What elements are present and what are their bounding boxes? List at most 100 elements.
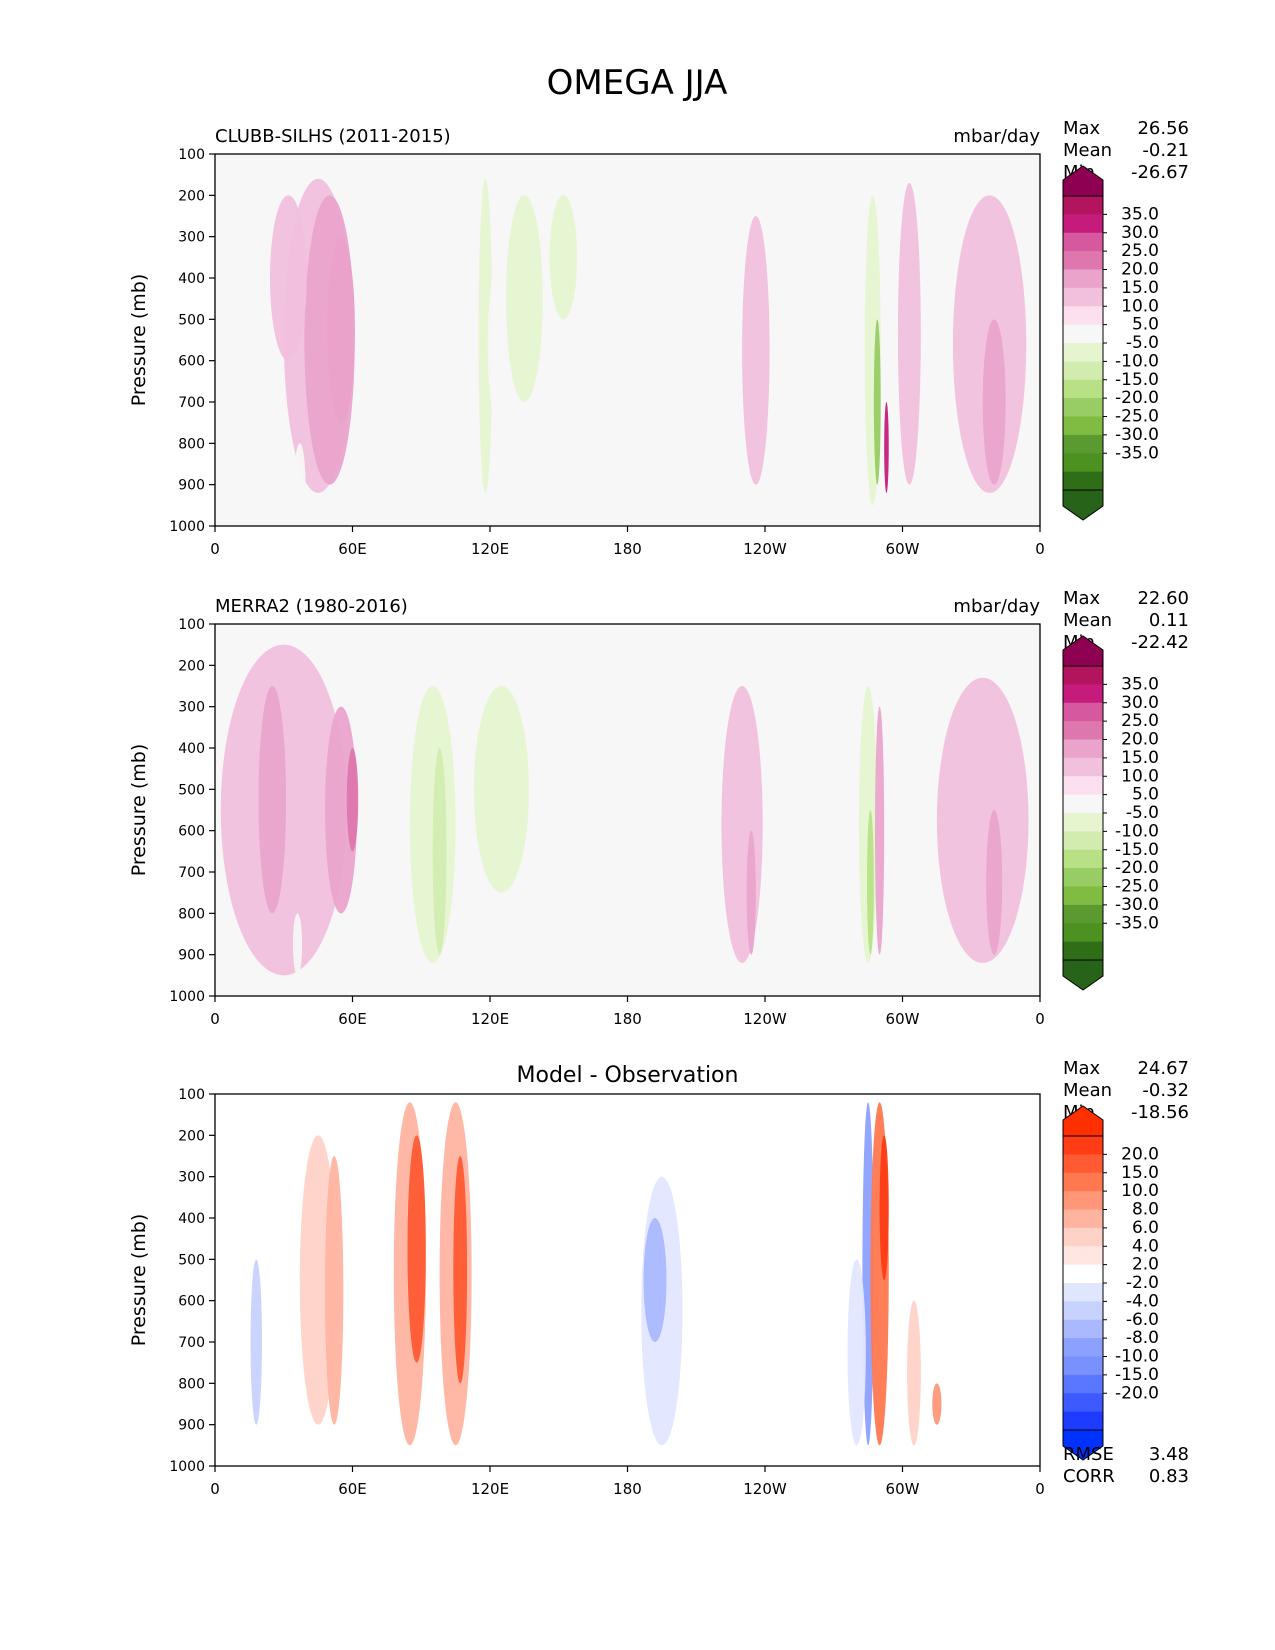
x-tick-label: 0 bbox=[1035, 1480, 1045, 1498]
colorbar-band bbox=[1063, 361, 1103, 381]
x-tick-label: 0 bbox=[1035, 1010, 1045, 1028]
field-feature bbox=[304, 195, 355, 485]
colorbar-band bbox=[1063, 196, 1103, 215]
x-axis: 0 60E 120E 180 120W 60W 0 bbox=[210, 1466, 1045, 1498]
colorbar-band bbox=[1063, 453, 1103, 473]
field-feature bbox=[986, 810, 1003, 955]
colorbar-band bbox=[1063, 471, 1103, 491]
y-tick-label: 600 bbox=[178, 354, 205, 370]
field-feature bbox=[866, 810, 874, 955]
metrics: RMSE 3.48 CORR 0.83 bbox=[1063, 1444, 1189, 1487]
stat-label: Max bbox=[1063, 588, 1101, 609]
field-feature bbox=[346, 748, 359, 852]
colorbar-band bbox=[1063, 794, 1103, 814]
y-tick-label: 300 bbox=[178, 230, 205, 246]
colorbar-label: 25.0 bbox=[1121, 241, 1159, 261]
colorbar-band bbox=[1063, 813, 1103, 832]
field-feature bbox=[258, 686, 287, 914]
stat-label: Max bbox=[1063, 1058, 1101, 1079]
field-feature bbox=[409, 686, 456, 963]
colorbar-label: -35.0 bbox=[1115, 913, 1159, 933]
colorbar-band bbox=[1063, 684, 1103, 704]
colorbar-label: -15.0 bbox=[1115, 1365, 1159, 1385]
stat-value: -22.42 bbox=[1131, 632, 1189, 653]
y-axis-label: Pressure (mb) bbox=[128, 744, 150, 877]
y-axis: 100 200 300 400 500 600 700 800 900 1000 Pressure … bbox=[128, 1087, 215, 1475]
field bbox=[235, 1102, 942, 1466]
plot-area bbox=[214, 623, 1041, 997]
colorbar-band bbox=[1063, 324, 1103, 344]
x-tick-label: 60W bbox=[886, 1480, 920, 1498]
y-tick-label: 500 bbox=[178, 782, 205, 798]
stat-value: -26.67 bbox=[1131, 162, 1189, 183]
colorbar-band bbox=[1063, 251, 1103, 270]
x-tick-label: 0 bbox=[210, 1010, 220, 1028]
stat-value: 24.67 bbox=[1137, 1058, 1189, 1079]
colorbar-label: -6.0 bbox=[1126, 1310, 1159, 1330]
y-axis: 100 200 300 400 500 600 700 800 900 1000 Pressure … bbox=[128, 617, 215, 1005]
colorbar-label: -8.0 bbox=[1126, 1328, 1159, 1348]
y-tick-label: 700 bbox=[178, 865, 205, 881]
metric-label: CORR bbox=[1063, 1466, 1115, 1487]
y-tick-label: 100 bbox=[178, 147, 205, 163]
plot-area bbox=[214, 153, 1041, 527]
colorbar-band bbox=[1063, 1411, 1103, 1431]
colorbar-band bbox=[1063, 904, 1103, 924]
colorbar-label: 25.0 bbox=[1121, 711, 1159, 731]
colorbar-band bbox=[1063, 232, 1103, 252]
x-tick-label: 120W bbox=[743, 1010, 787, 1028]
field-feature bbox=[847, 1259, 866, 1446]
colorbar-band bbox=[1063, 1136, 1103, 1155]
colorbar-band bbox=[1063, 776, 1103, 796]
colorbar-label: -30.0 bbox=[1115, 895, 1159, 915]
metric-value: 3.48 bbox=[1149, 1444, 1189, 1465]
y-axis: 100 200 300 400 500 600 700 800 900 1000 Pressure … bbox=[128, 147, 215, 535]
stat-label: Mean bbox=[1063, 1080, 1112, 1101]
colorbar-label: -20.0 bbox=[1115, 858, 1159, 878]
colorbar-label: -20.0 bbox=[1115, 388, 1159, 408]
colorbar-label: -10.0 bbox=[1115, 1347, 1159, 1367]
y-tick-label: 900 bbox=[178, 1418, 205, 1434]
field-feature bbox=[407, 1135, 426, 1363]
x-tick-label: 120E bbox=[471, 540, 509, 558]
colorbar-band bbox=[1063, 849, 1103, 869]
panel-model: CLUBB-SILHS (2011-2015) mbar/day 100 200 300… bbox=[128, 118, 1189, 558]
field-feature bbox=[506, 195, 543, 402]
y-tick-label: 700 bbox=[178, 395, 205, 411]
colorbar-label: 15.0 bbox=[1121, 278, 1159, 298]
colorbar-band bbox=[1063, 1264, 1103, 1284]
colorbar-label: -2.0 bbox=[1126, 1273, 1159, 1293]
colorbar-band bbox=[1063, 1374, 1103, 1394]
x-tick-label: 0 bbox=[210, 540, 220, 558]
field-feature bbox=[907, 1300, 921, 1446]
panel-observation: MERRA2 (1980-2016) mbar/day 100 200 300 400 50… bbox=[128, 588, 1189, 1028]
colorbar-band bbox=[1063, 1319, 1103, 1339]
colorbar-band bbox=[1063, 666, 1103, 685]
stat-value: 0.11 bbox=[1149, 610, 1189, 631]
stat-value: 26.56 bbox=[1137, 118, 1189, 139]
x-tick-label: 60W bbox=[886, 1010, 920, 1028]
colorbar-band bbox=[1063, 343, 1103, 362]
y-tick-label: 1000 bbox=[169, 989, 205, 1005]
y-axis-label: Pressure (mb) bbox=[128, 1214, 150, 1347]
x-tick-label: 120W bbox=[743, 1480, 787, 1498]
colorbar-label: 6.0 bbox=[1132, 1218, 1159, 1238]
y-tick-label: 400 bbox=[178, 741, 205, 757]
colorbar-band bbox=[1063, 287, 1103, 307]
field-feature bbox=[746, 830, 756, 955]
x-tick-label: 120W bbox=[743, 540, 787, 558]
metric-label: RMSE bbox=[1063, 1444, 1114, 1465]
x-tick-label: 60E bbox=[338, 1480, 367, 1498]
x-tick-label: 180 bbox=[613, 540, 642, 558]
plot-area bbox=[214, 1093, 1041, 1467]
colorbar-band bbox=[1063, 886, 1103, 906]
colorbar-band bbox=[1063, 1172, 1103, 1192]
field-feature bbox=[473, 686, 529, 893]
colorbar-band bbox=[1063, 1283, 1103, 1302]
panels: CLUBB-SILHS (2011-2015) mbar/day 100 200 300… bbox=[128, 118, 1189, 1498]
colorbar-label: 15.0 bbox=[1121, 1163, 1159, 1183]
field-feature bbox=[270, 195, 307, 361]
colorbar-band bbox=[1063, 1154, 1103, 1174]
colorbar-band bbox=[1063, 1301, 1103, 1321]
colorbar-label: 15.0 bbox=[1121, 748, 1159, 768]
